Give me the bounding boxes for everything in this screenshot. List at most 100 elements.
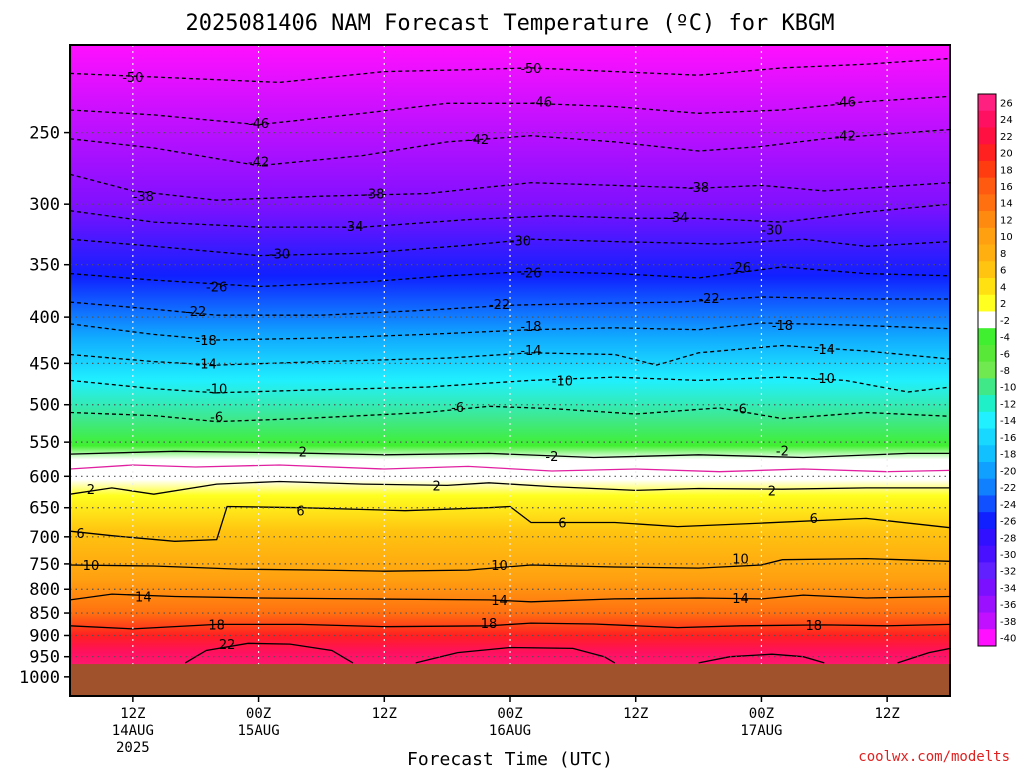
colorbar-swatch [978, 495, 996, 513]
y-tick-label: 300 [29, 195, 60, 215]
isotherm-line [70, 622, 950, 630]
x-tick-label: 00Z [749, 706, 774, 722]
colorbar-label: 4 [1000, 282, 1006, 293]
contour-label: -6 [734, 403, 747, 418]
x-tick-label: 00Z [246, 706, 271, 722]
isotherm-line [70, 322, 950, 341]
colorbar-swatch [978, 378, 996, 396]
x-tick-label: 14AUG [112, 723, 154, 739]
y-tick-label: 450 [29, 354, 60, 374]
colorbar-swatch [978, 612, 996, 630]
colorbar-label: -34 [1000, 583, 1016, 594]
colorbar-label: -16 [1000, 433, 1016, 444]
y-tick-label: 900 [29, 626, 60, 646]
contour-label: -26 [730, 261, 751, 276]
y-tick-label: 800 [29, 580, 60, 600]
isotherm-line [70, 593, 950, 603]
contour-label: -6 [210, 410, 223, 425]
colorbar-swatch [978, 177, 996, 195]
contour-label: -18 [772, 319, 793, 334]
colorbar-swatch [978, 244, 996, 262]
x-tick-label: 00Z [497, 706, 522, 722]
colorbar-swatch [978, 144, 996, 162]
contour-label: -14 [520, 344, 541, 359]
colorbar-swatch [978, 160, 996, 179]
colorbar-label: 8 [1000, 249, 1006, 260]
colorbar-label: 12 [1000, 215, 1013, 226]
contour-label: 2 [433, 479, 441, 494]
isotherm-line [698, 653, 825, 664]
colorbar-swatch [978, 395, 996, 413]
contour-label: 10 [83, 559, 100, 574]
x-tick-label: 16AUG [489, 723, 531, 739]
contour-label: -38 [363, 188, 384, 203]
colorbar-label: -32 [1000, 567, 1016, 578]
y-tick-label: 500 [29, 396, 60, 416]
contour-label: -26 [520, 266, 541, 281]
colorbar-label: -14 [1000, 416, 1016, 427]
colorbar-swatch [978, 579, 996, 597]
colorbar-label: 26 [1000, 98, 1013, 109]
colorbar-label: -38 [1000, 617, 1016, 628]
isotherm-line [70, 376, 950, 394]
colorbar-label: 2 [1000, 299, 1006, 310]
contour-label: -42 [468, 133, 489, 148]
x-tick-label: 2025 [116, 740, 150, 756]
contour-label: -46 [835, 96, 856, 111]
contour-label: -6 [451, 401, 464, 416]
contour-label: -26 [206, 281, 227, 296]
contour-label: -18 [196, 334, 217, 349]
x-tick-label: 12Z [623, 706, 648, 722]
colorbar-label: -28 [1000, 533, 1016, 544]
contour-label: -46 [531, 96, 552, 111]
isotherm-line [70, 173, 950, 201]
colorbar-swatch [978, 545, 996, 563]
contour-label: -46 [248, 117, 269, 132]
y-tick-label: 650 [29, 499, 60, 519]
isotherm-line [70, 464, 950, 473]
isotherm-line [70, 557, 950, 572]
colorbar-swatch [978, 361, 996, 379]
colorbar-swatch [978, 328, 996, 346]
y-tick-label: 1000 [19, 668, 60, 688]
contour-label: 18 [208, 618, 225, 633]
isotherm-line [415, 646, 616, 664]
color-scale: 26 24 22 20 18 16 14 12 10 8 6 4 2 -2 -4 -6 -8 -10 -12 -14 -… [977, 93, 1016, 647]
colorbar-swatch [978, 462, 996, 480]
contour-label: -2 [545, 450, 558, 465]
isotherm-contours [70, 57, 950, 664]
contour-label: -10 [552, 374, 573, 389]
contour-label: -38 [133, 190, 154, 205]
colorbar-swatch [978, 428, 996, 446]
colorbar-swatch [978, 411, 996, 430]
colorbar-label: -8 [1000, 366, 1010, 377]
ground-below-surface [70, 664, 950, 696]
contour-label: 2 [768, 484, 776, 499]
contour-label: 6 [558, 517, 566, 532]
contour-label: 6 [296, 505, 304, 520]
x-tick-label: 12Z [120, 706, 145, 722]
plot-area: -50-50-46-46 -46-42-42 -42-38 -38 -38-34-34-… [70, 45, 950, 696]
colorbar-swatch [978, 294, 996, 312]
colorbar-swatch [978, 278, 996, 296]
x-tick-label: 12Z [372, 706, 397, 722]
credit-link[interactable]: coolwx.com/modelts [858, 749, 1010, 765]
isotherm-line [184, 642, 354, 664]
colorbar-label: 20 [1000, 149, 1013, 160]
contour-label: -42 [248, 155, 269, 170]
contour-label: -34 [667, 211, 688, 226]
contour-label: 2 [87, 483, 95, 498]
colorbar-swatch [978, 629, 996, 647]
pressure-axis: 2503003504004505005506006507007508008509… [19, 124, 70, 688]
contour-label: 14 [732, 592, 749, 607]
colorbar-swatch [978, 127, 996, 145]
contour-label: -30 [269, 247, 290, 262]
contour-label: 6 [810, 512, 818, 527]
colorbar-label: -18 [1000, 450, 1016, 461]
contour-label: -34 [342, 220, 363, 235]
contour-label: -2 [776, 445, 789, 460]
colorbar-label: -10 [1000, 383, 1016, 394]
contour-label: -30 [510, 234, 531, 249]
y-tick-label: 600 [29, 467, 60, 487]
